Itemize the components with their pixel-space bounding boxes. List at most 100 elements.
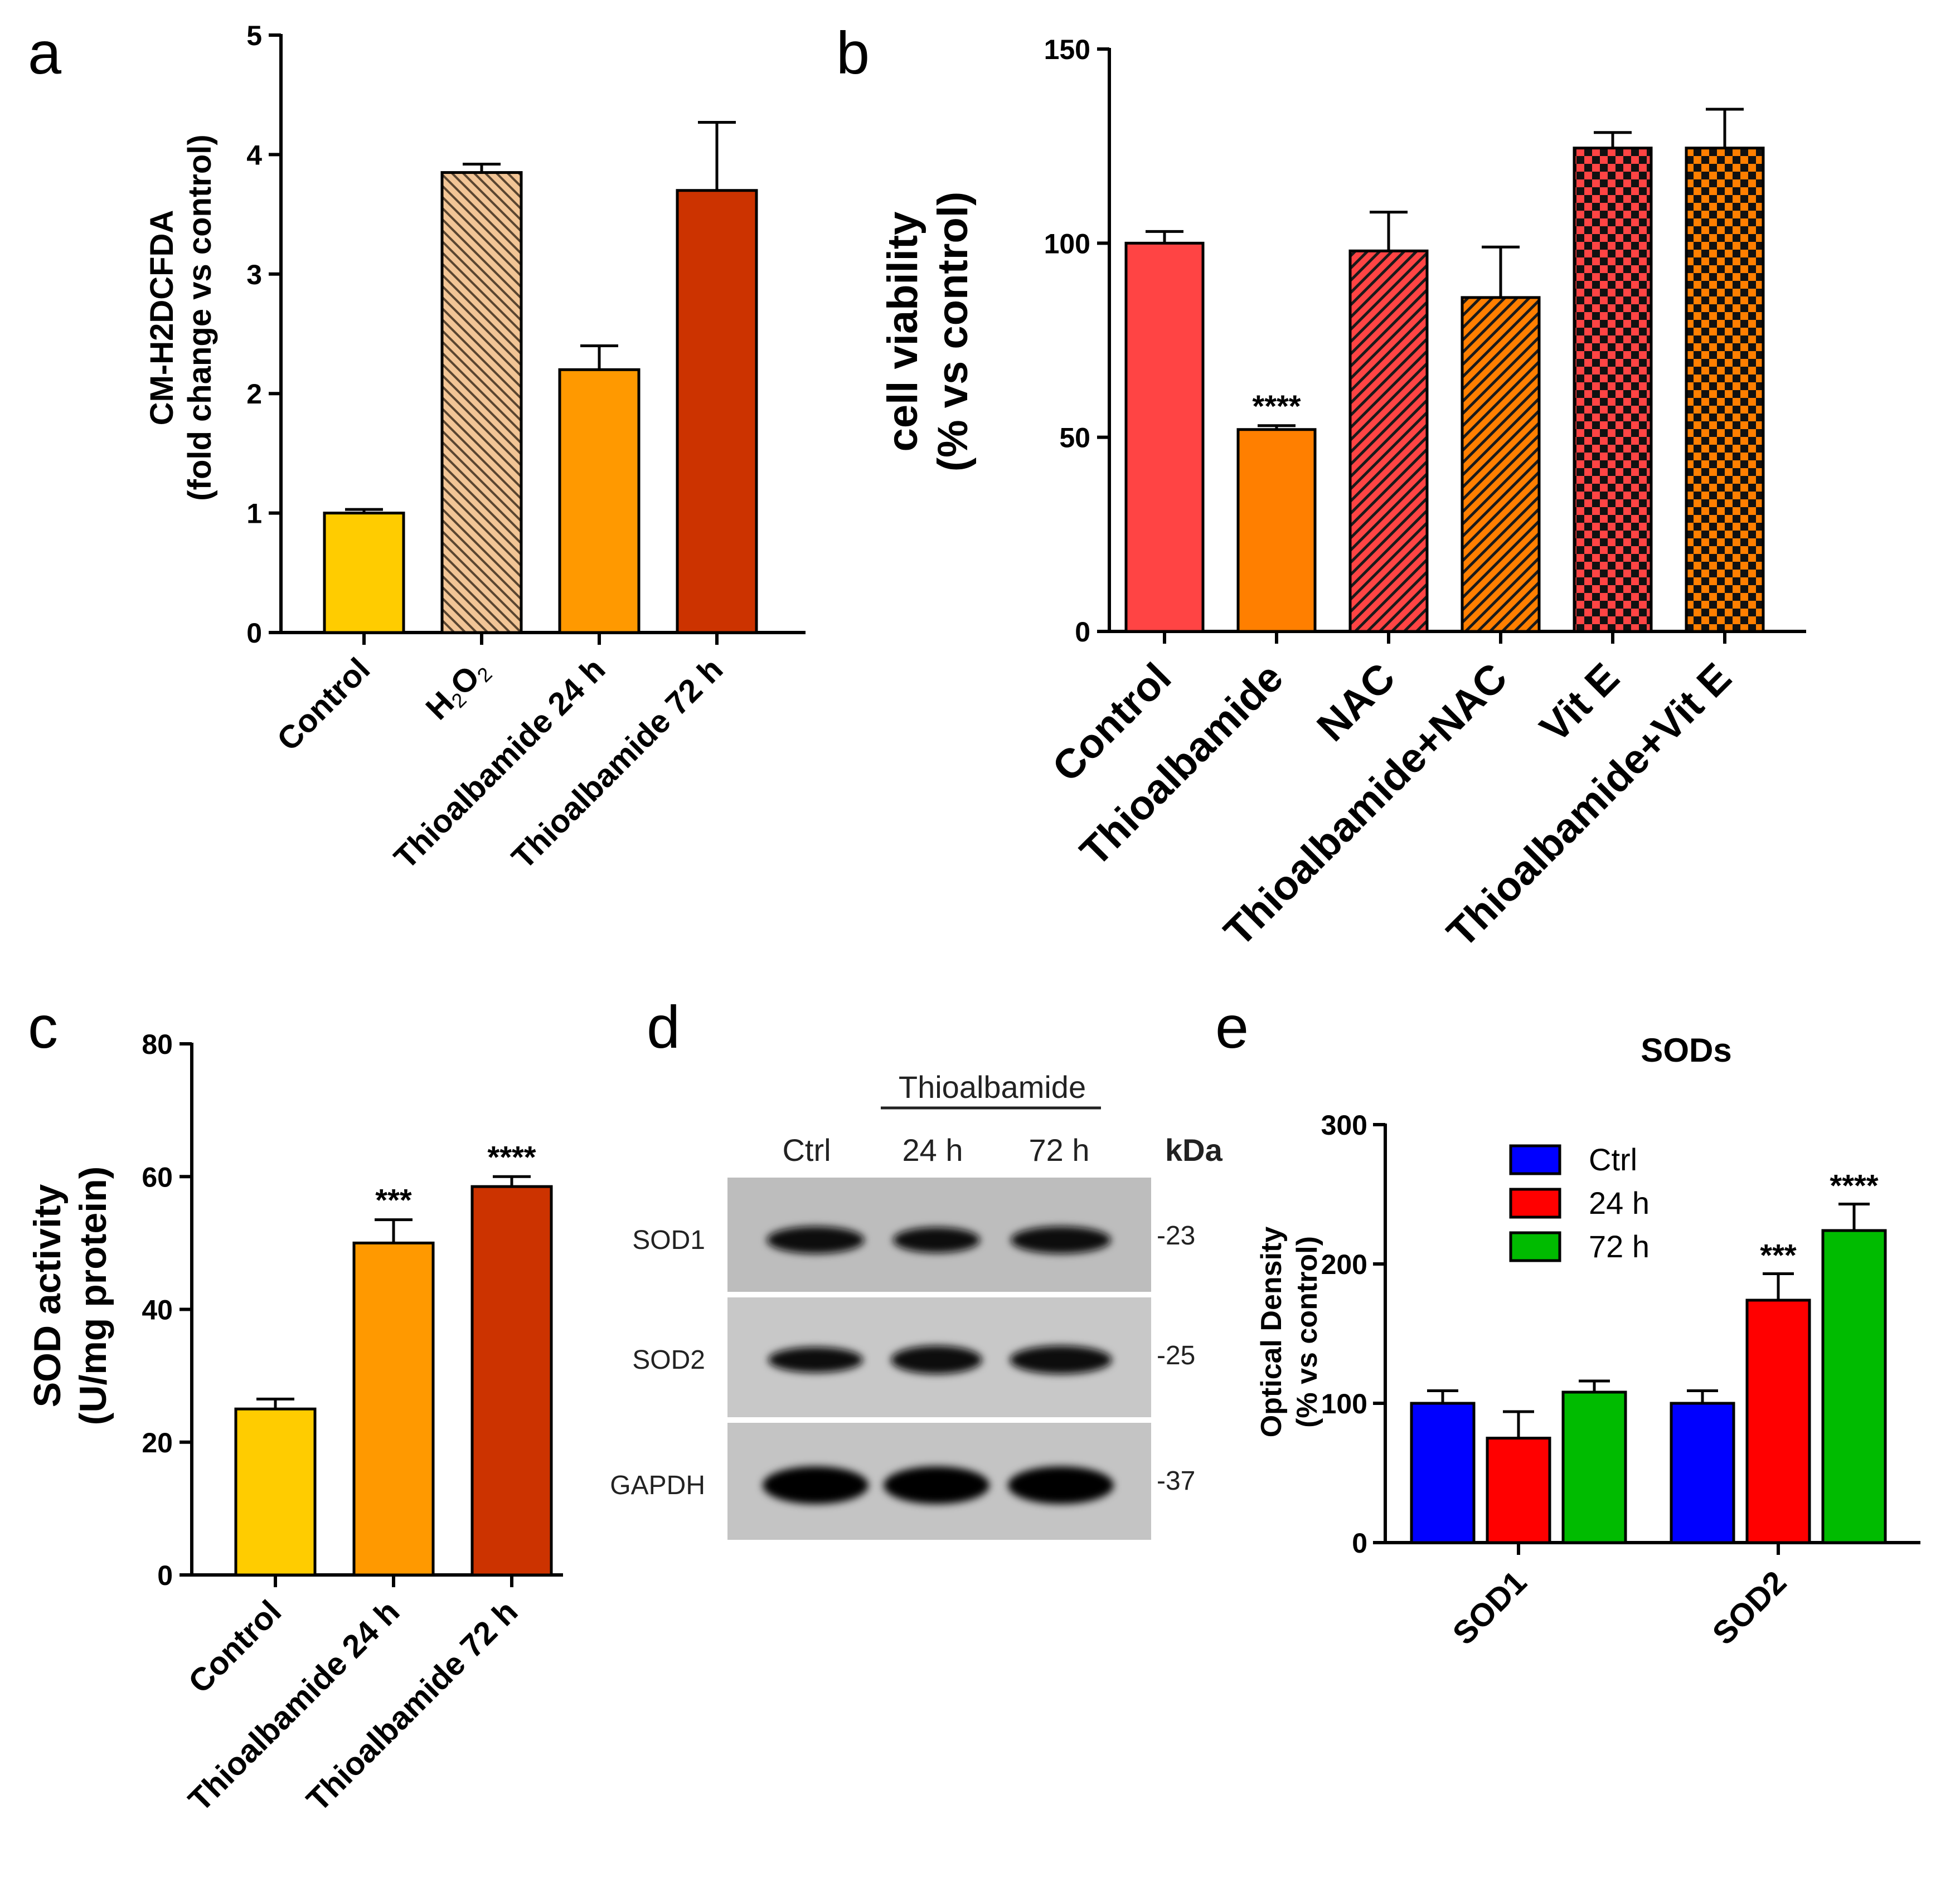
y-tick-label: 0 [1352, 1528, 1367, 1559]
y-tick-label: 50 [1059, 422, 1090, 454]
x-tick-label: NAC [1308, 654, 1404, 750]
bar [1573, 147, 1653, 633]
panel-label-b: b [836, 19, 870, 86]
blot-band [892, 1227, 981, 1253]
legend: Ctrl 24 h 72 h [1509, 1142, 1649, 1264]
y-tick-label: 100 [1321, 1388, 1367, 1419]
legend-swatch [1509, 1144, 1561, 1175]
chart-title: SODs [1641, 1032, 1731, 1069]
legend-swatch [1509, 1188, 1561, 1219]
y-axis-label-line1: SOD activity [26, 1184, 69, 1408]
x-tick-label: Control [270, 651, 377, 758]
blot-row: GAPDH -37 [610, 1423, 1195, 1540]
legend-swatch [1509, 1231, 1561, 1262]
panel-label-d: d [647, 993, 680, 1061]
blot-band [1010, 1226, 1112, 1254]
chart-e: SODs Optical Density (% vs control) 0 100… [1255, 1032, 1920, 1652]
y-tick-label: 60 [142, 1161, 173, 1193]
bar [1461, 296, 1541, 633]
bar [440, 171, 523, 634]
y-tick-label: 80 [142, 1029, 173, 1060]
blot-band [768, 1347, 863, 1373]
y-axis-label-line2: (% vs control) [1291, 1236, 1323, 1428]
y-tick-label: 40 [142, 1295, 173, 1326]
legend-label: 24 h [1589, 1185, 1649, 1220]
chart-c: SOD activity (U/mg protein) 0 20 40 60 80 Con… [26, 1029, 563, 1818]
y-axis-label-line1: cell viability [879, 212, 926, 452]
blot-lane-label: 24 h [903, 1132, 963, 1168]
x-tick-label: Vit E [1531, 654, 1628, 751]
y-tick-label: 150 [1044, 34, 1090, 65]
y-tick-label: 0 [246, 617, 262, 649]
bar [1821, 1229, 1887, 1544]
bar [1486, 1437, 1551, 1544]
panel-label-e: e [1215, 993, 1249, 1061]
y-axis-label-line2: (% vs control) [929, 192, 977, 472]
significance-label: **** [1252, 388, 1301, 424]
y-axis-label-line1: Optical Density [1255, 1227, 1288, 1438]
bar [1410, 1402, 1476, 1544]
western-blot: Thioalbamide Ctrl 24 h 72 h kDa SOD1 -23S… [610, 1069, 1223, 1540]
y-tick-label: 200 [1321, 1249, 1367, 1280]
blot-row: SOD1 -23 [632, 1178, 1195, 1292]
y-axis-label-line1: CM-H2DCFDA [144, 210, 180, 426]
legend-label: 72 h [1589, 1229, 1649, 1264]
y-tick-label: 0 [157, 1560, 173, 1591]
blot-band [1008, 1466, 1114, 1504]
y-axis-label-line2: (fold change vs control) [182, 134, 218, 500]
bar [323, 512, 405, 634]
x-tick-label: Thioalbamide [1071, 654, 1292, 875]
chart-a: CM-H2DCFDA (fold change vs control) 0 1 2 3… [144, 20, 806, 876]
panel-label-c: c [28, 993, 58, 1061]
blot-kda-label: -23 [1157, 1221, 1195, 1251]
y-tick-label: 100 [1044, 228, 1090, 259]
blot-row: SOD2 -25 [632, 1297, 1195, 1417]
y-tick-label: 20 [142, 1427, 173, 1458]
bar [1670, 1402, 1735, 1544]
blot-band [766, 1226, 865, 1254]
bar [1745, 1299, 1811, 1544]
blot-protein-label: SOD2 [632, 1345, 705, 1375]
bar [676, 189, 758, 634]
x-tick-label: Thioalbamide 72 h [504, 651, 730, 876]
chart-b: cell viability (% vs control) 050100150C… [879, 34, 1806, 956]
blot-lane-label: Ctrl [782, 1132, 831, 1168]
panel-label-a: a [28, 19, 62, 86]
significance-label: **** [1830, 1168, 1878, 1203]
x-tick-label: Thioalbamide 72 h [299, 1593, 525, 1818]
y-axis-label-line2: (U/mg protein) [72, 1166, 114, 1426]
y-tick-label: 1 [246, 498, 262, 529]
y-tick-label: 3 [246, 259, 262, 290]
bar [352, 1241, 435, 1577]
x-tick-label: SOD2 [1706, 1564, 1794, 1652]
bar [470, 1185, 553, 1577]
blot-kda-label: -37 [1157, 1466, 1195, 1496]
y-tick-label: 4 [246, 139, 262, 171]
blot-band [884, 1466, 989, 1504]
bar [1124, 241, 1205, 633]
y-tick-label: 2 [246, 378, 262, 410]
y-tick-label: 0 [1075, 616, 1090, 648]
bar [558, 368, 641, 634]
bar [1685, 147, 1765, 633]
significance-label: *** [375, 1183, 412, 1218]
blot-protein-label: SOD1 [632, 1226, 705, 1255]
blot-band [763, 1466, 869, 1504]
blot-kda-label: -25 [1157, 1341, 1195, 1370]
blot-band [891, 1345, 982, 1374]
bar [1236, 428, 1317, 633]
blot-protein-label: GAPDH [610, 1471, 705, 1500]
x-tick-label: Thioalbamide 24 h [387, 651, 612, 876]
significance-label: **** [487, 1139, 536, 1174]
x-tick-label: Thioalbamide 24 h [181, 1593, 406, 1818]
x-tick-label: H2O2 [419, 651, 496, 728]
blot-unit-label: kDa [1165, 1132, 1223, 1168]
blot-band [1010, 1345, 1112, 1374]
significance-label: *** [1760, 1238, 1797, 1273]
blot-group-label: Thioalbamide [899, 1069, 1086, 1105]
x-tick-label: SOD1 [1446, 1564, 1534, 1652]
y-tick-label: 5 [246, 20, 262, 51]
bar [1348, 249, 1429, 633]
bar [234, 1407, 317, 1577]
